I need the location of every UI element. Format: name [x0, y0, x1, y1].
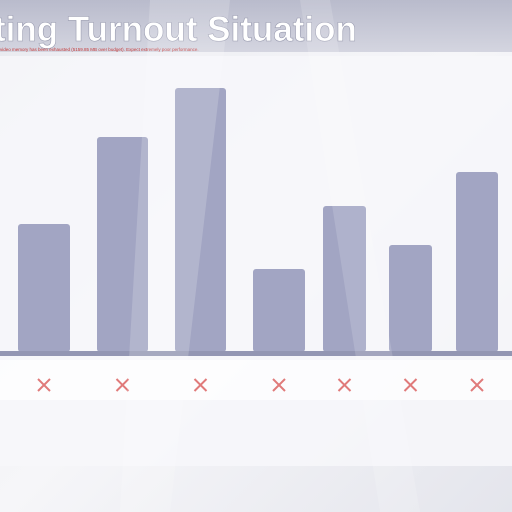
- bar: [323, 206, 366, 352]
- x-marker: [403, 378, 418, 392]
- bar: [253, 269, 305, 352]
- bar: [97, 137, 148, 352]
- bar: [175, 88, 226, 352]
- x-marker: [193, 378, 208, 392]
- bar: [18, 224, 70, 352]
- x-marker: [272, 378, 286, 392]
- warning-text: video memory has been exhausted (5159.85…: [0, 47, 199, 52]
- baseline: [0, 351, 512, 356]
- axis-band: [0, 360, 512, 400]
- bar: [456, 172, 498, 352]
- light-ray: [120, 0, 230, 512]
- light-ray: [300, 0, 420, 512]
- chart-title: ting Turnout Situation: [0, 10, 357, 49]
- chart-panel: [0, 56, 512, 466]
- x-marker: [470, 378, 484, 392]
- x-marker: [337, 378, 352, 392]
- x-marker: [115, 378, 130, 392]
- bar: [389, 245, 432, 352]
- title-band: [0, 0, 512, 52]
- plot: [0, 88, 512, 392]
- x-marker: [37, 378, 51, 392]
